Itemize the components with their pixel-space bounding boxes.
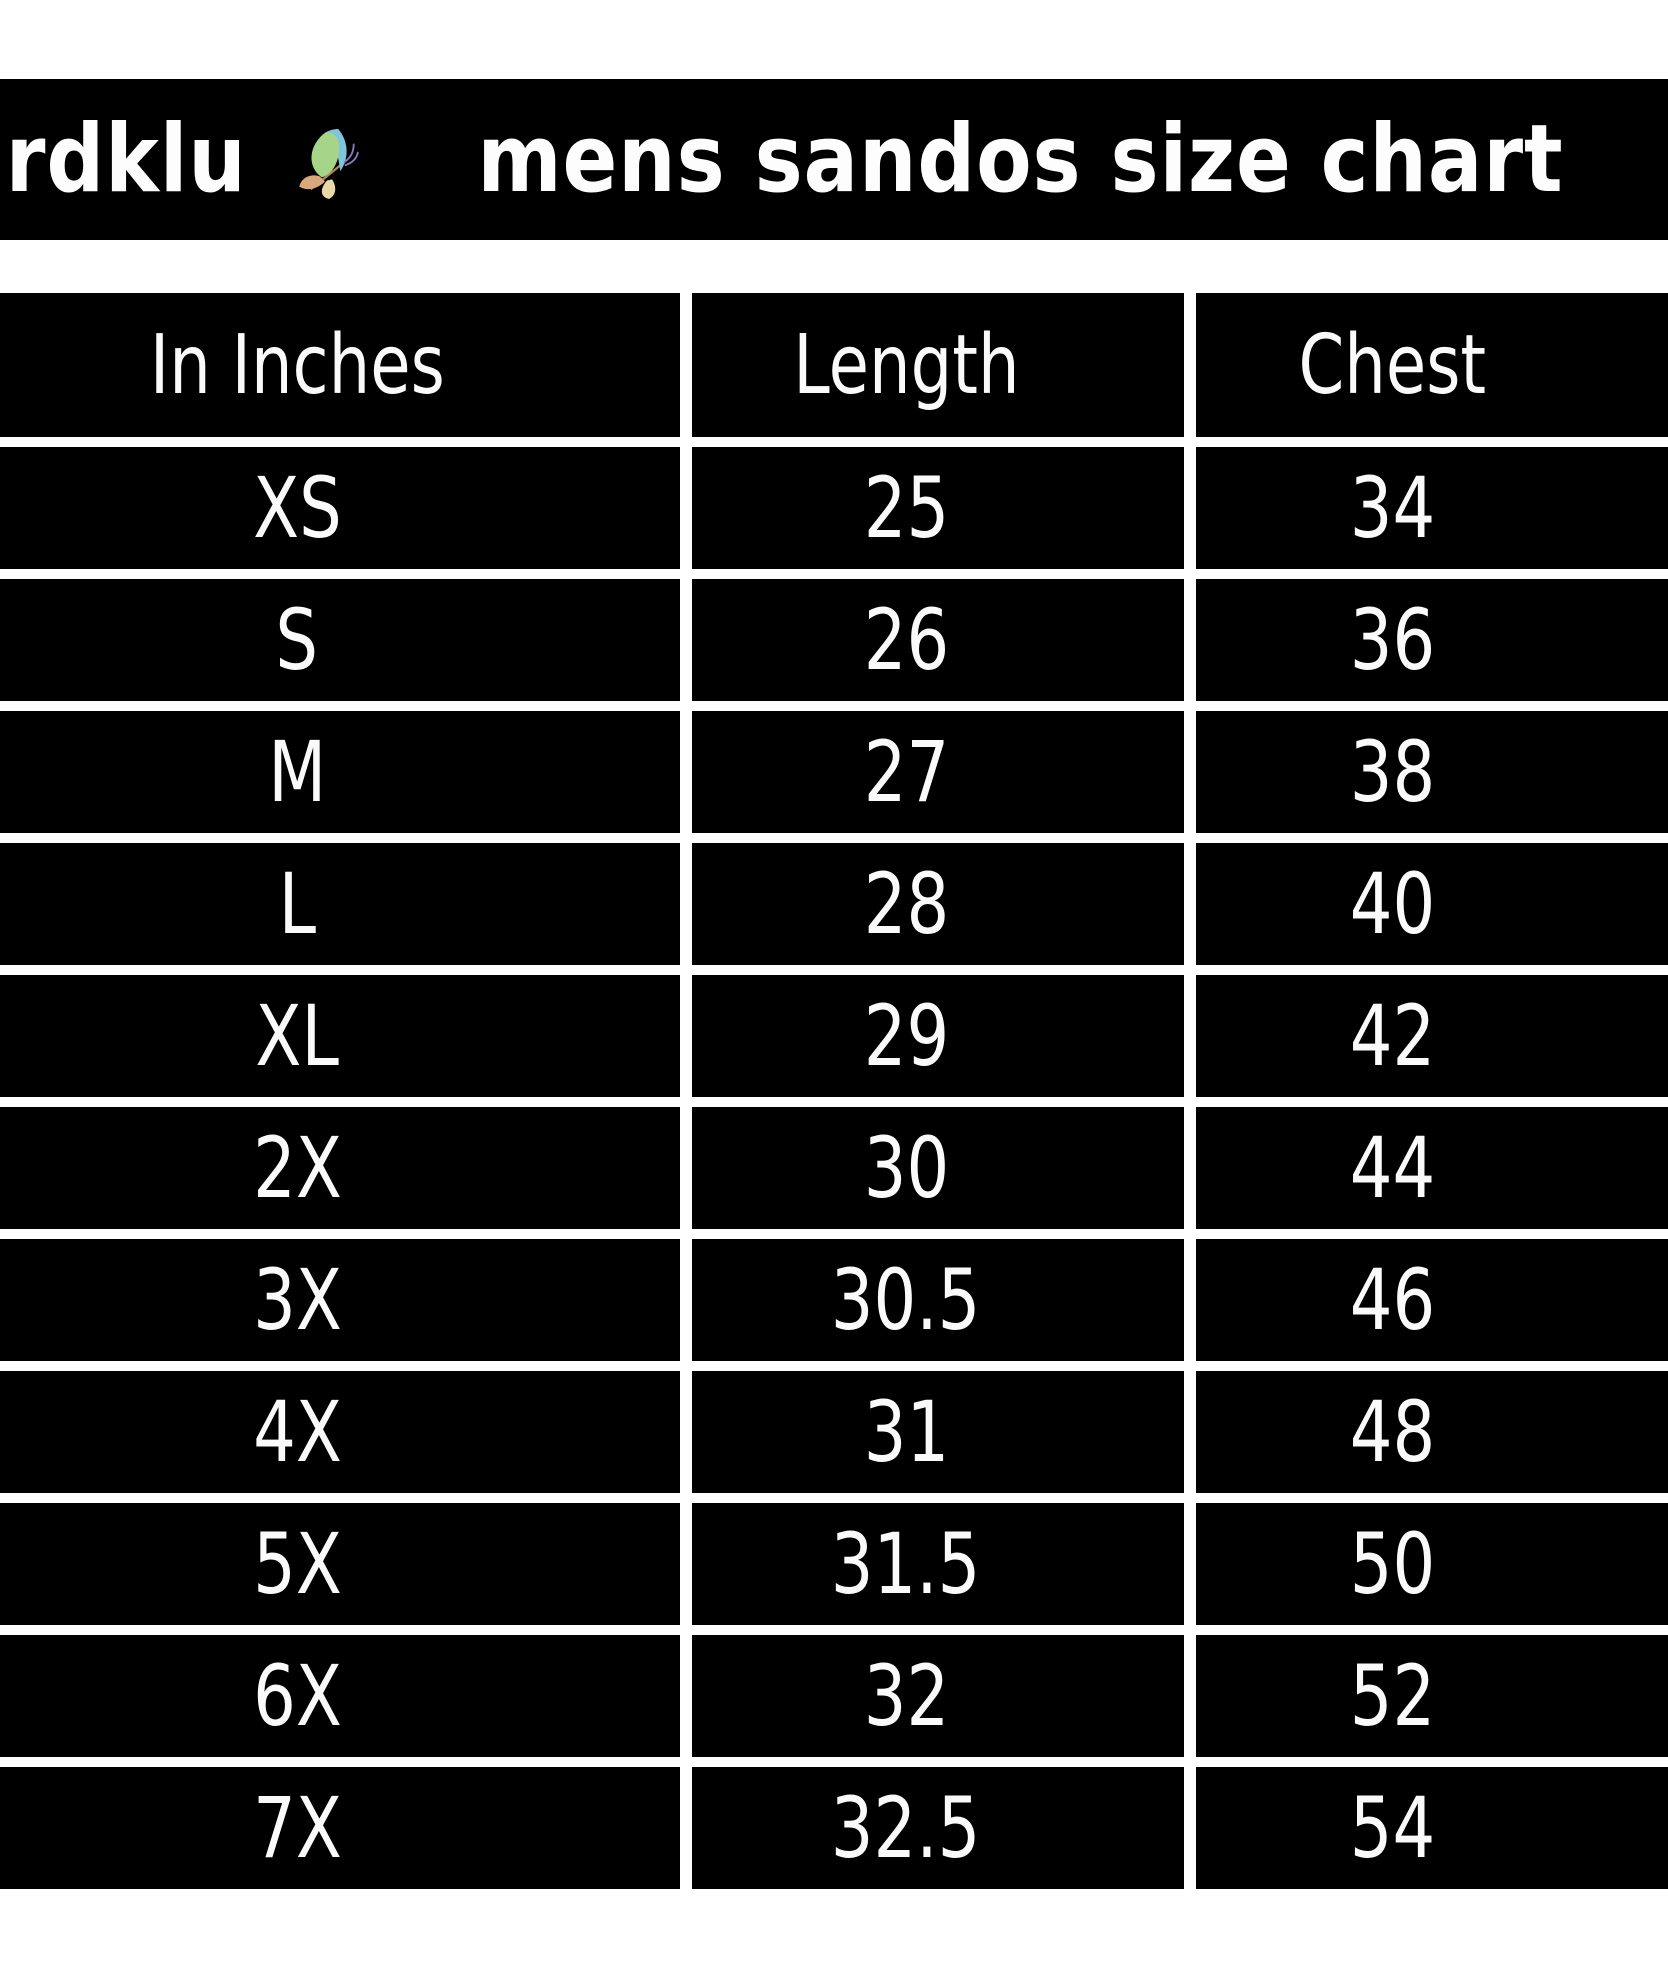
length-cell: 30 [692, 1107, 1184, 1229]
length-cell: 29 [692, 975, 1184, 1097]
title-text: mens sandos size chart [477, 105, 1564, 214]
size-cell: XL [0, 975, 680, 1097]
length-cell: 26 [692, 579, 1184, 701]
size-cell: 4X [0, 1371, 680, 1493]
length-cell: 30.5 [692, 1239, 1184, 1361]
chest-cell: 38 [1196, 711, 1668, 833]
length-cell: 32.5 [692, 1767, 1184, 1889]
page-title: rdklu mens sandos size chart [0, 105, 1652, 214]
size-chart-table: In Inches Length Chest XS 25 34 S 26 36 M 27 38 L… [0, 293, 1668, 1889]
butterfly-icon [298, 128, 359, 199]
brand-name: rdklu [6, 105, 248, 214]
size-chart-page: rdklu mens sandos size chart In Inches L… [0, 79, 1668, 1980]
length-cell: 31.5 [692, 1503, 1184, 1625]
length-cell: 32 [692, 1635, 1184, 1757]
chest-cell: 40 [1196, 843, 1668, 965]
title-band: rdklu mens sandos size chart [0, 79, 1668, 240]
chest-cell: 34 [1196, 447, 1668, 569]
size-cell: 2X [0, 1107, 680, 1229]
column-header-length: Length [692, 293, 1184, 437]
size-cell: M [0, 711, 680, 833]
size-cell: 6X [0, 1635, 680, 1757]
length-cell: 28 [692, 843, 1184, 965]
chest-cell: 52 [1196, 1635, 1668, 1757]
size-cell: 3X [0, 1239, 680, 1361]
chest-cell: 42 [1196, 975, 1668, 1097]
size-cell: 5X [0, 1503, 680, 1625]
chest-cell: 36 [1196, 579, 1668, 701]
chest-cell: 46 [1196, 1239, 1668, 1361]
chest-cell: 48 [1196, 1371, 1668, 1493]
column-header-chest: Chest [1196, 293, 1668, 437]
length-cell: 25 [692, 447, 1184, 569]
length-cell: 27 [692, 711, 1184, 833]
chest-cell: 50 [1196, 1503, 1668, 1625]
size-cell: S [0, 579, 680, 701]
size-cell: 7X [0, 1767, 680, 1889]
size-cell: XS [0, 447, 680, 569]
size-cell: L [0, 843, 680, 965]
chest-cell: 44 [1196, 1107, 1668, 1229]
column-header-size-units: In Inches [0, 293, 680, 437]
chest-cell: 54 [1196, 1767, 1668, 1889]
length-cell: 31 [692, 1371, 1184, 1493]
